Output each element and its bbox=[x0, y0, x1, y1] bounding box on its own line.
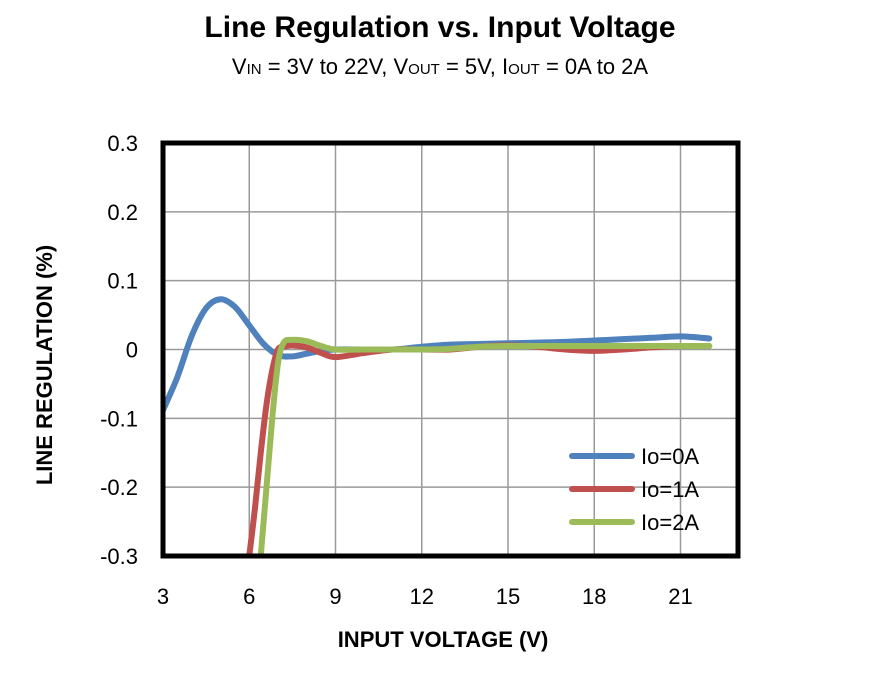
legend: Io=0A Io=1A Io=2A bbox=[569, 444, 699, 535]
x-tick-label: 3 bbox=[157, 584, 169, 609]
x-tick-label: 21 bbox=[668, 584, 692, 609]
y-tick-label: 0 bbox=[126, 338, 138, 363]
y-tick-label: -0.2 bbox=[100, 475, 138, 500]
legend-label-io-2a: Io=2A bbox=[641, 510, 699, 535]
y-tick-label: -0.1 bbox=[100, 406, 138, 431]
chart-subtitle: VIN = 3V to 22V, VOUT = 5V, IOUT = 0A to… bbox=[0, 52, 880, 85]
y-tick-label: 0.1 bbox=[107, 269, 138, 294]
series-line-io-2a bbox=[257, 336, 713, 556]
x-tick-label: 6 bbox=[243, 584, 255, 609]
subtitle-v-in: V bbox=[231, 54, 247, 79]
legend-label-io-0a: Io=0A bbox=[641, 444, 699, 469]
x-tick-label: 15 bbox=[496, 584, 520, 609]
series-line-io-0a bbox=[163, 296, 713, 414]
y-tick-label: 0.2 bbox=[107, 200, 138, 225]
subtitle-v-in-subscript: IN bbox=[246, 61, 262, 78]
chart-title: Line Regulation vs. Input Voltage bbox=[204, 11, 676, 44]
y-axis-label: LINE REGULATION (%) bbox=[32, 245, 57, 485]
tick-labels: 3 6 9 12 15 18 21 -0.3 -0.2 -0.1 0 0.1 0.2 0.3 bbox=[100, 131, 693, 609]
x-tick-label: 9 bbox=[329, 584, 341, 609]
subtitle-vin-text: = 3V to 22V, V bbox=[261, 54, 409, 79]
x-axis-label: INPUT VOLTAGE (V) bbox=[338, 627, 549, 652]
subtitle-iout-text: = 0A to 2A bbox=[539, 54, 649, 79]
x-tick-label: 12 bbox=[410, 584, 434, 609]
plot-frame bbox=[160, 140, 741, 559]
subtitle-i-out-subscript: OUT bbox=[508, 61, 540, 78]
x-tick-label: 18 bbox=[582, 584, 606, 609]
y-tick-label: -0.3 bbox=[100, 544, 138, 569]
series-layer bbox=[163, 296, 713, 556]
subtitle-v-out-subscript: OUT bbox=[408, 61, 440, 78]
subtitle-vout-text: = 5V, I bbox=[439, 54, 509, 79]
y-tick-label: 0.3 bbox=[107, 131, 138, 156]
legend-label-io-1a: Io=1A bbox=[641, 477, 699, 502]
